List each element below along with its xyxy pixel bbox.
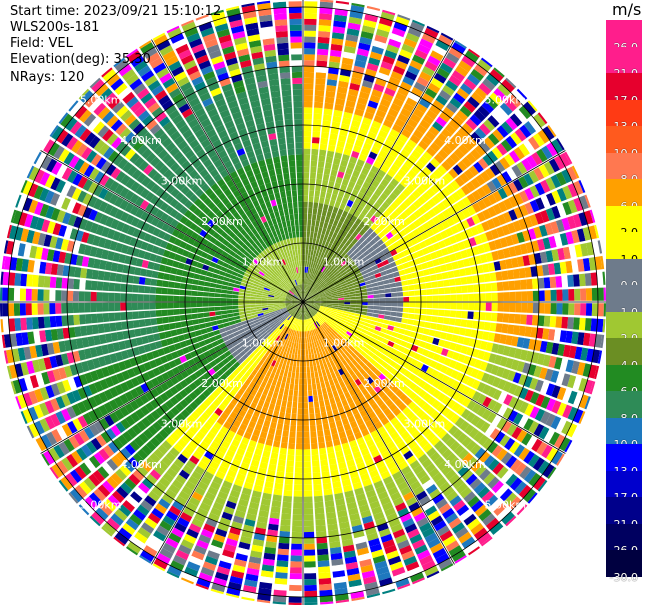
range-ring-label: 1.00km bbox=[323, 256, 365, 269]
colorbar-level: 2.0 bbox=[606, 205, 642, 239]
azimuth-spoke bbox=[302, 39, 455, 303]
colorbar-level: -10.0 bbox=[606, 417, 642, 451]
colorbar-level: -30.0 bbox=[606, 550, 642, 584]
range-ring-label: 5.00km bbox=[80, 94, 122, 107]
velocity-field bbox=[0, 0, 606, 605]
colorbar-level: -8.0 bbox=[606, 391, 642, 425]
colorbar-level: -6.0 bbox=[606, 364, 642, 398]
colorbar-level: -21.0 bbox=[606, 497, 642, 531]
colorbar-level: 8.0 bbox=[606, 152, 642, 186]
colorbar-level: 6.0 bbox=[606, 179, 642, 213]
colorbar-level: 21.0 bbox=[606, 46, 642, 80]
range-ring-label: 5.00km bbox=[485, 94, 527, 107]
colorbar-level: -26.0 bbox=[606, 523, 642, 557]
azimuth-spoke bbox=[302, 150, 566, 303]
azimuth-spoke bbox=[302, 301, 455, 565]
range-ring-label: 4.00km bbox=[120, 134, 162, 147]
colorbar-level: 26.0 bbox=[606, 20, 642, 54]
azimuth-spoke bbox=[151, 39, 304, 303]
colorbar-level: -13.0 bbox=[606, 444, 642, 478]
colorbar-tick-label: -30.0 bbox=[609, 570, 638, 584]
range-ring-label: 2.00km bbox=[363, 377, 405, 390]
scan-info: Start time: 2023/09/21 15:10:12 WLS200s-… bbox=[10, 4, 221, 86]
nrays-text: NRays: 120 bbox=[10, 70, 85, 85]
azimuth-spoke bbox=[40, 301, 304, 454]
range-ring-label: 4.00km bbox=[444, 134, 486, 147]
range-ring-label: 3.00km bbox=[404, 417, 446, 430]
instrument-text: WLS200s-181 bbox=[10, 20, 100, 35]
range-ring-label: 2.00km bbox=[201, 215, 243, 228]
colorbar-level: -17.0 bbox=[606, 470, 642, 504]
range-ring-label: 4.00km bbox=[120, 458, 162, 471]
range-ring-label: 3.00km bbox=[161, 175, 203, 188]
range-ring-label: 5.00km bbox=[485, 498, 527, 511]
colorbar-level: 13.0 bbox=[606, 99, 642, 133]
field-text: Field: VEL bbox=[10, 36, 73, 51]
colorbar-level: 17.0 bbox=[606, 73, 642, 107]
range-ring-label: 1.00km bbox=[242, 337, 284, 350]
colorbar-level: -1.0 bbox=[606, 285, 642, 319]
range-ring-label: 4.00km bbox=[444, 458, 486, 471]
colorbar-unit: m/s bbox=[612, 0, 642, 19]
colorbar-level: -4.0 bbox=[606, 338, 642, 372]
colorbar-level: 0.0 bbox=[606, 258, 642, 292]
azimuth-spoke bbox=[302, 301, 566, 454]
colorbar-level: -2.0 bbox=[606, 311, 642, 345]
range-grid bbox=[0, 0, 606, 605]
colorbar: 26.021.017.013.010.08.06.02.01.00.0-1.0-… bbox=[606, 20, 647, 584]
azimuth-spoke bbox=[40, 150, 304, 303]
azimuth-spoke bbox=[151, 301, 304, 565]
colorbar-level: 10.0 bbox=[606, 126, 642, 160]
elevation-text: Elevation(deg): 35.30 bbox=[10, 52, 151, 67]
range-ring-label: 3.00km bbox=[404, 175, 446, 188]
colorbar-level: 1.0 bbox=[606, 232, 642, 266]
range-ring-label: 2.00km bbox=[363, 215, 405, 228]
range-ring-label: 1.00km bbox=[242, 256, 284, 269]
range-ring-label: 2.00km bbox=[201, 377, 243, 390]
range-ring-label: 1.00km bbox=[323, 337, 365, 350]
range-ring-label: 3.00km bbox=[161, 417, 203, 430]
range-ring-label: 5.00km bbox=[80, 498, 122, 511]
range-labels: 1.00km 2.00km 3.00km 4.00km 5.00km 1.00km 2.00… bbox=[80, 94, 526, 512]
start-time-text: Start time: 2023/09/21 15:10:12 bbox=[10, 4, 222, 19]
